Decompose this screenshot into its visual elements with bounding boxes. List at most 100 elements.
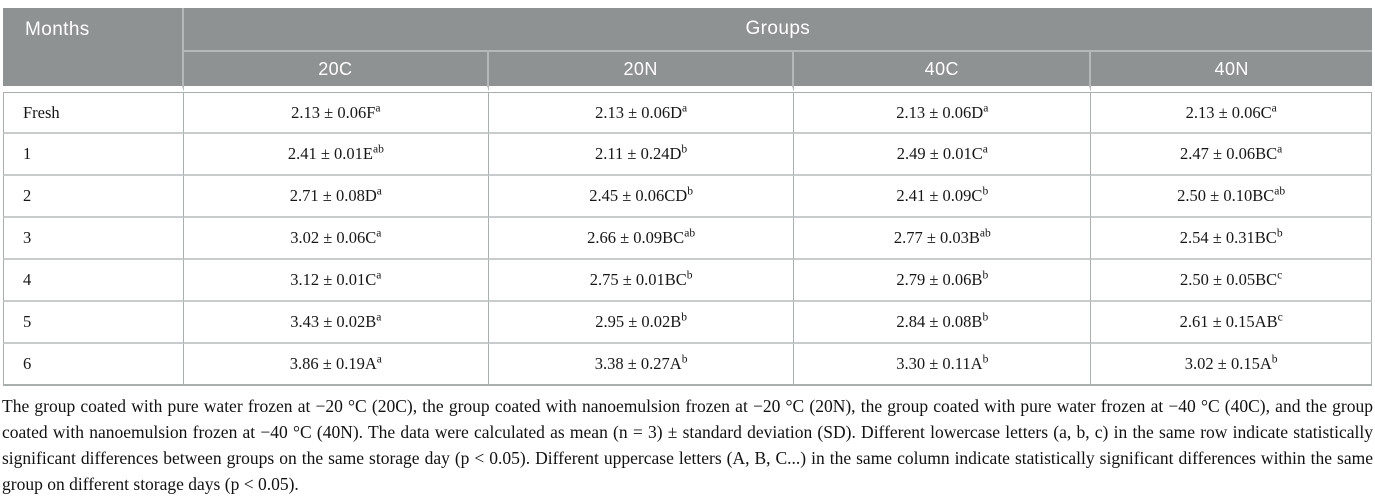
table-footnote: The group coated with pure water frozen … <box>2 396 1373 494</box>
value-cell: 2.71 ± 0.08Da <box>183 176 489 218</box>
significance-superscript: ab <box>979 227 991 240</box>
significance-superscript: a <box>376 311 382 324</box>
value-cell: 3.30 ± 0.11Ab <box>794 344 1092 386</box>
value-text: 2.75 ± 0.01BC <box>589 270 687 289</box>
significance-superscript: b <box>681 143 688 156</box>
value-cell: 2.61 ± 0.15ABc <box>1091 302 1372 344</box>
value-cell: 2.66 ± 0.09BCab <box>488 218 795 260</box>
significance-superscript: ab <box>684 227 696 240</box>
value-text: 2.49 ± 0.01C <box>896 144 983 163</box>
value-text: 2.41 ± 0.01E <box>287 144 373 163</box>
month-cell: 2 <box>3 176 184 218</box>
months-column-header: Months <box>3 8 184 92</box>
significance-superscript: b <box>681 353 688 366</box>
value-text: 2.45 ± 0.06CD <box>589 186 688 205</box>
header-row-groups: Months Groups <box>3 8 1372 92</box>
data-table: Months Groups 20C 20N 40C 40N Fresh 2.13 ± 0… <box>3 8 1372 386</box>
significance-superscript: a <box>1277 143 1283 156</box>
value-text: 2.50 ± 0.10BC <box>1177 186 1275 205</box>
significance-superscript: b <box>982 311 989 324</box>
significance-superscript: a <box>376 353 382 366</box>
value-text: 2.13 ± 0.06D <box>595 102 683 122</box>
value-text: 2.66 ± 0.09BC <box>587 228 685 247</box>
significance-superscript: b <box>686 269 693 282</box>
value-cell: 3.86 ± 0.19Aa <box>183 344 489 386</box>
value-cell: 3.02 ± 0.06Ca <box>183 218 489 260</box>
value-text: 2.13 ± 0.06F <box>291 102 376 122</box>
significance-superscript: c <box>1277 269 1283 282</box>
significance-superscript: b <box>687 185 693 198</box>
value-text: 2.77 ± 0.03B <box>893 228 980 247</box>
table-body: Fresh 2.13 ± 0.06Fa 2.13 ± 0.06Da 2.13 ± 0.… <box>3 92 1372 386</box>
value-text: 3.30 ± 0.11A <box>896 354 983 373</box>
table-row: 3 3.02 ± 0.06Ca 2.66 ± 0.09BCab 2.77 ± 0.03… <box>3 218 1372 260</box>
value-cell: 2.54 ± 0.31BCb <box>1091 218 1372 260</box>
value-text: 2.71 ± 0.08D <box>289 186 377 205</box>
month-cell: 6 <box>3 344 184 386</box>
value-cell: 2.50 ± 0.05BCc <box>1091 260 1372 302</box>
value-cell: 2.13 ± 0.06Da <box>488 92 795 134</box>
significance-superscript: c <box>1277 311 1283 324</box>
table-row: 4 3.12 ± 0.01Ca 2.75 ± 0.01BCb 2.79 ± 0.06B… <box>3 260 1372 302</box>
significance-superscript: a <box>1271 102 1277 114</box>
group-column-header: 20N <box>488 52 795 92</box>
table-row: 6 3.86 ± 0.19Aa 3.38 ± 0.27Ab 3.30 ± 0.11Ab… <box>3 344 1372 386</box>
table-row: 2 2.71 ± 0.08Da 2.45 ± 0.06CDb 2.41 ± 0.09C… <box>3 176 1372 218</box>
value-text: 2.50 ± 0.05BC <box>1180 270 1278 289</box>
significance-superscript: b <box>982 269 989 282</box>
value-text: 2.95 ± 0.02B <box>595 312 682 331</box>
month-cell: 5 <box>3 302 184 344</box>
group-column-header: 40N <box>1091 52 1372 92</box>
value-text: 2.13 ± 0.06D <box>896 102 984 122</box>
significance-superscript: b <box>1276 227 1283 240</box>
value-text: 3.02 ± 0.06C <box>290 228 377 247</box>
significance-superscript: b <box>982 185 989 198</box>
value-text: 2.47 ± 0.06BC <box>1180 144 1278 163</box>
value-text: 2.11 ± 0.24D <box>595 144 682 163</box>
month-cell: 1 <box>3 134 184 176</box>
significance-superscript: ab <box>372 143 384 156</box>
table-header: Months Groups 20C 20N 40C 40N <box>3 8 1372 92</box>
value-cell: 2.75 ± 0.01BCb <box>488 260 795 302</box>
value-text: 3.43 ± 0.02B <box>290 312 377 331</box>
value-text: 2.84 ± 0.08B <box>896 312 983 331</box>
group-column-header: 40C <box>794 52 1092 92</box>
significance-superscript: b <box>1271 353 1278 366</box>
value-cell: 2.79 ± 0.06Bb <box>794 260 1092 302</box>
value-cell: 2.41 ± 0.09Cb <box>794 176 1092 218</box>
value-text: 2.13 ± 0.06C <box>1185 102 1272 122</box>
value-text: 2.41 ± 0.09C <box>896 186 983 205</box>
value-cell: 2.77 ± 0.03Bab <box>794 218 1092 260</box>
significance-superscript: b <box>681 311 688 324</box>
month-cell: Fresh <box>3 92 184 134</box>
value-cell: 2.95 ± 0.02Bb <box>488 302 795 344</box>
value-cell: 2.45 ± 0.06CDb <box>488 176 795 218</box>
value-cell: 2.13 ± 0.06Da <box>794 92 1092 134</box>
value-text: 3.12 ± 0.01C <box>290 270 377 289</box>
value-cell: 3.12 ± 0.01Ca <box>183 260 489 302</box>
groups-column-header: Groups <box>183 8 1372 52</box>
table-row: 1 2.41 ± 0.01Eab 2.11 ± 0.24Db 2.49 ± 0.01C… <box>3 134 1372 176</box>
significance-superscript: a <box>376 269 382 282</box>
value-cell: 3.02 ± 0.15Ab <box>1091 344 1372 386</box>
group-column-header: 20C <box>183 52 489 92</box>
value-text: 3.38 ± 0.27A <box>594 354 682 373</box>
value-cell: 3.38 ± 0.27Ab <box>488 344 795 386</box>
value-cell: 2.13 ± 0.06Ca <box>1091 92 1372 134</box>
value-cell: 2.47 ± 0.06BCa <box>1091 134 1372 176</box>
value-cell: 2.13 ± 0.06Fa <box>183 92 489 134</box>
value-cell: 2.41 ± 0.01Eab <box>183 134 489 176</box>
significance-superscript: ab <box>1274 185 1286 198</box>
table-row: Fresh 2.13 ± 0.06Fa 2.13 ± 0.06Da 2.13 ± 0.… <box>3 92 1372 134</box>
header-row-group-columns: 20C 20N 40C 40N <box>3 52 1372 92</box>
significance-superscript: a <box>982 143 988 156</box>
value-cell: 2.84 ± 0.08Bb <box>794 302 1092 344</box>
value-text: 2.61 ± 0.15AB <box>1179 312 1278 331</box>
significance-superscript: a <box>682 102 688 114</box>
value-cell: 2.49 ± 0.01Ca <box>794 134 1092 176</box>
value-text: 2.79 ± 0.06B <box>896 270 983 289</box>
significance-superscript: a <box>375 102 381 114</box>
significance-superscript: a <box>376 185 382 198</box>
month-cell: 4 <box>3 260 184 302</box>
